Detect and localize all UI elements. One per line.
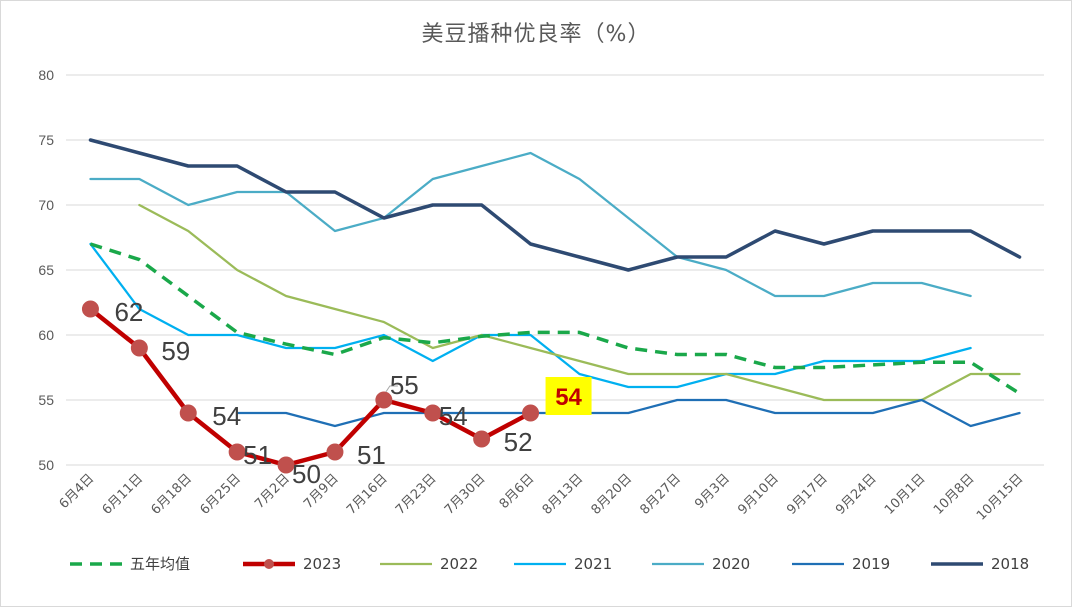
x-tick-label: 10月8日 [931, 471, 978, 518]
y-tick-label: 55 [38, 392, 54, 408]
point-2023 [81, 300, 99, 318]
point-2023 [179, 404, 197, 422]
y-tick-label: 80 [38, 67, 54, 83]
series-layer [88, 138, 1022, 468]
x-tick-label: 10月1日 [882, 471, 929, 518]
point-2023 [326, 443, 344, 461]
series-line-2020 [89, 151, 972, 298]
data-label-2023: 59 [161, 336, 190, 366]
point-2023 [473, 430, 491, 448]
x-tick-label: 9月10日 [735, 471, 782, 518]
leader-line [385, 385, 398, 393]
legend-label-2023: 2023 [303, 555, 341, 573]
series-line-2022 [138, 203, 1021, 402]
x-tick-label: 9月17日 [784, 471, 831, 518]
point-2023 [228, 443, 246, 461]
chart-title: 美豆播种优良率（%） [421, 22, 651, 47]
y-tick-label: 60 [38, 327, 54, 343]
data-label-2023: 54 [555, 384, 582, 411]
x-tick-label: 9月24日 [833, 471, 880, 518]
x-tick-label: 7月30日 [442, 471, 489, 518]
legend-marker-2023 [264, 559, 274, 569]
x-tick-label: 7月16日 [344, 471, 391, 518]
x-tick-label: 6月4日 [57, 471, 98, 512]
marker-layer [81, 300, 540, 474]
legend-label-五年均值: 五年均值 [130, 555, 190, 573]
grid-layer [66, 74, 1044, 466]
point-2023 [277, 456, 295, 474]
y-tick-label: 50 [38, 457, 54, 473]
x-tick-label: 9月3日 [692, 471, 733, 512]
legend-label-2020: 2020 [712, 555, 750, 573]
series-line-2021 [89, 242, 972, 389]
x-tick-label: 6月11日 [100, 471, 147, 518]
data-label-2023: 51 [243, 440, 272, 470]
data-label-2023: 52 [504, 427, 533, 457]
data-label-2023: 51 [357, 440, 386, 470]
data-label-2023: 55 [390, 370, 419, 400]
y-tick-label: 75 [38, 132, 54, 148]
legend-layer: 五年均值 2023 2022 2021 2020 2019 2018 [70, 555, 1029, 573]
x-tick-label: 6月25日 [197, 471, 244, 518]
y-tick-label: 70 [38, 197, 54, 213]
data-label-2023: 54 [212, 401, 241, 431]
legend-label-2022: 2022 [440, 555, 478, 573]
highlight-box [545, 377, 592, 415]
y-tick-label: 65 [38, 262, 54, 278]
x-tick-label: 7月2日 [252, 471, 293, 512]
x-tick-label: 8月20日 [589, 471, 636, 518]
point-2023 [522, 404, 540, 422]
legend-label-2018: 2018 [991, 555, 1029, 573]
series-line-2018 [88, 138, 1022, 272]
data-label-2023: 50 [292, 459, 321, 489]
series-line-五年均值 [89, 242, 1021, 395]
legend-label-2021: 2021 [574, 555, 612, 573]
point-2023 [130, 339, 148, 357]
series-line-2023 [88, 306, 533, 468]
x-tick-label: 8月27日 [638, 471, 685, 518]
data-label-2023: 62 [114, 297, 143, 327]
x-tick-label: 7月23日 [393, 471, 440, 518]
point-2023 [424, 404, 442, 422]
legend-label-2019: 2019 [852, 555, 890, 573]
x-tick-label: 10月15日 [974, 471, 1026, 523]
point-2023 [375, 391, 393, 409]
series-line-2019 [236, 398, 1021, 428]
data-label-2023: 54 [439, 401, 468, 431]
x-tick-label: 6月18日 [149, 471, 196, 518]
x-tick-label: 8月6日 [497, 471, 538, 512]
x-tick-label: 8月13日 [540, 471, 587, 518]
